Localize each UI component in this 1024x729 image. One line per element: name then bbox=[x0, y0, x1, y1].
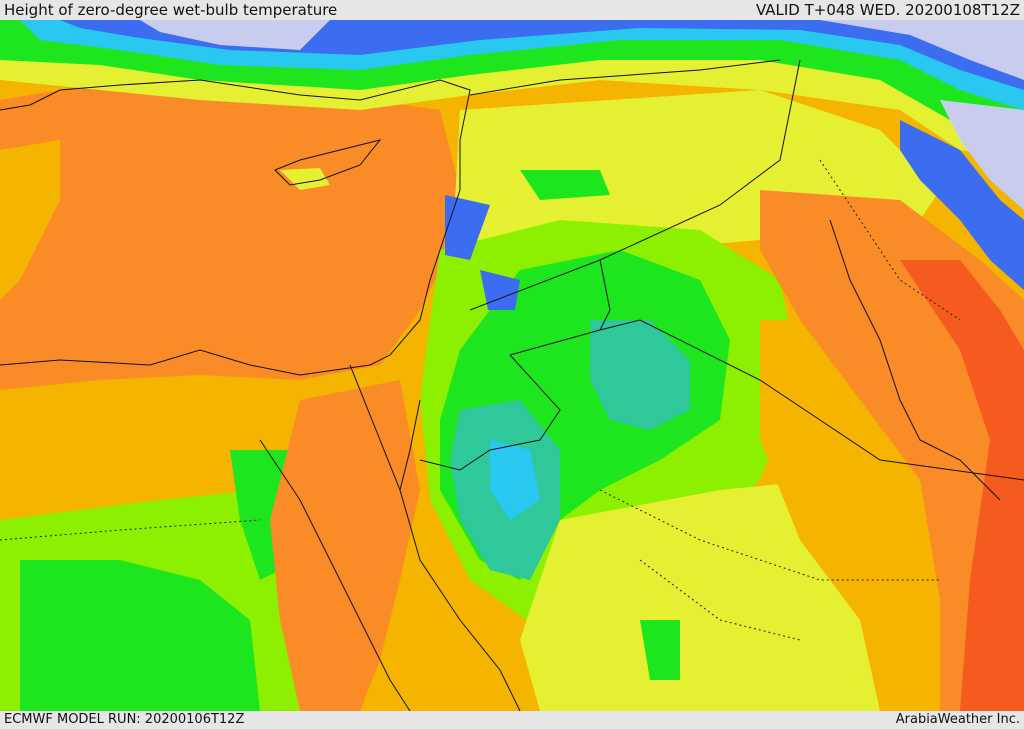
zagros-lavender bbox=[940, 100, 1024, 210]
syria-iraq-border bbox=[469, 59, 801, 311]
egypt-dotted-border bbox=[0, 519, 261, 541]
south-green-patch bbox=[640, 620, 680, 680]
iran-dotted-border bbox=[819, 159, 961, 321]
red-sea-east-coast bbox=[399, 489, 521, 711]
map-footer: ECMWF MODEL RUN: 20200106T12Z ArabiaWeat… bbox=[0, 711, 1024, 729]
mediterranean-region bbox=[0, 80, 460, 390]
north-lavender-band bbox=[100, 20, 1024, 80]
iraq-saudi-border bbox=[509, 319, 1024, 481]
red-sea-west-coast bbox=[259, 439, 411, 711]
gulf-coast bbox=[829, 219, 1001, 501]
red-sea-orange bbox=[270, 380, 420, 711]
credit: ArabiaWeather Inc. bbox=[895, 712, 1020, 727]
coastlines bbox=[0, 79, 1001, 711]
east-red bbox=[900, 260, 1024, 711]
internal-borders bbox=[0, 159, 961, 641]
egypt-south-green bbox=[20, 560, 260, 711]
map-title: Height of zero-degree wet-bulb temperatu… bbox=[4, 1, 338, 19]
map-canvas bbox=[0, 20, 1024, 711]
golan-blue bbox=[480, 270, 520, 310]
valid-time: VALID T+048 WED. 20200108T12Z bbox=[755, 1, 1020, 19]
zagros-blue bbox=[900, 120, 1024, 290]
med-west-amber bbox=[0, 140, 60, 300]
cyprus-yellow bbox=[280, 168, 330, 190]
jordan-saudi-border bbox=[419, 354, 561, 471]
iraq-teal bbox=[590, 320, 690, 430]
jordan-syria-border bbox=[599, 259, 611, 331]
map-header: Height of zero-degree wet-bulb temperatu… bbox=[0, 0, 1024, 20]
jordan-cyan bbox=[490, 440, 540, 520]
saudi-dotted-line-2 bbox=[639, 559, 801, 641]
cyprus-coast bbox=[274, 139, 382, 186]
med-coast bbox=[0, 79, 471, 376]
weather-map bbox=[0, 20, 1024, 711]
syria-green-patch bbox=[520, 170, 610, 200]
saudi-dotted-line bbox=[599, 489, 940, 581]
model-run: ECMWF MODEL RUN: 20200106T12Z bbox=[4, 712, 245, 727]
borders bbox=[419, 59, 1024, 481]
lebanon-blue bbox=[445, 195, 490, 260]
turkey-syria-border bbox=[469, 59, 781, 96]
